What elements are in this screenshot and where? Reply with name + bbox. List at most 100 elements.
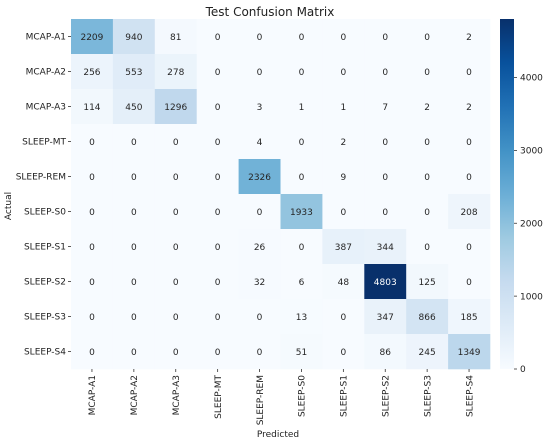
cell-value-label: 48: [338, 278, 350, 288]
heatmap-cell: [322, 334, 365, 370]
cell-value-label: 0: [89, 138, 95, 148]
cell-value-label: 0: [299, 33, 305, 43]
cell-value-label: 1349: [458, 348, 481, 358]
heatmap-cell: [322, 229, 365, 265]
cell-value-label: 185: [460, 313, 477, 323]
heatmap-cell: [406, 54, 449, 90]
cell-value-label: 0: [131, 278, 137, 288]
heatmap-cell: [364, 124, 407, 160]
heatmap-cell: [112, 334, 156, 370]
cell-value-label: 0: [215, 138, 221, 148]
heatmap-cell: [154, 334, 197, 370]
heatmap-cell: [196, 124, 239, 160]
heatmap-cell: [196, 299, 239, 335]
cell-value-label: 387: [335, 243, 352, 253]
cell-value-label: 0: [382, 68, 388, 78]
cell-value-label: 0: [173, 348, 179, 358]
heatmap-cell: [406, 194, 449, 230]
cell-value-label: 0: [340, 348, 346, 358]
cell-value-label: 0: [424, 208, 430, 218]
cell-value-label: 0: [131, 313, 137, 323]
y-tick-label: SLEEP-S2: [24, 278, 66, 288]
heatmap-cell: [406, 124, 449, 160]
x-tick-label: SLEEP-S3: [423, 375, 433, 417]
cell-value-label: 0: [382, 138, 388, 148]
heatmap-cell: [448, 124, 491, 160]
cell-value-label: 4803: [374, 278, 397, 288]
cell-value-label: 0: [215, 348, 221, 358]
heatmap-cell: [154, 19, 197, 55]
cell-value-label: 2326: [248, 173, 271, 183]
y-tick-label: SLEEP-S4: [24, 348, 66, 358]
heatmap-cell: [364, 334, 407, 370]
heatmap-cell: [154, 194, 197, 230]
cell-value-label: 940: [125, 33, 142, 43]
heatmap-cell: [154, 299, 197, 335]
cell-value-label: 0: [424, 68, 430, 78]
heatmap-cell: [322, 159, 365, 195]
heatmap-cell: [364, 264, 407, 300]
heatmap-cell: [322, 194, 365, 230]
x-tick-label: SLEEP-S4: [465, 375, 475, 417]
heatmap-cell: [112, 89, 156, 125]
heatmap-cell: [196, 264, 239, 300]
heatmap-cell: [448, 299, 491, 335]
heatmap-cell: [448, 229, 491, 265]
heatmap-cell: [71, 194, 114, 230]
heatmap-cell: [280, 194, 323, 230]
x-tick-label: MCAP-A1: [88, 375, 98, 415]
cell-value-label: 0: [424, 33, 430, 43]
heatmap-cell: [71, 159, 114, 195]
heatmap-cell: [322, 54, 365, 90]
y-tick-label: MCAP-A1: [26, 33, 66, 43]
y-tick-labels: MCAP-A1 MCAP-A2 MCAP-A3 SLEEP-MT SLEEP-REM SL…: [16, 33, 71, 358]
cell-value-label: 0: [173, 313, 179, 323]
heatmap-cell: [196, 334, 239, 370]
cell-value-label: 13: [296, 313, 307, 323]
cell-value-label: 553: [125, 68, 142, 78]
cell-value-label: 0: [131, 243, 137, 253]
cell-value-label: 114: [83, 103, 100, 113]
x-tick-label: SLEEP-S1: [340, 375, 350, 417]
heatmap-cell: [406, 159, 449, 195]
heatmap-cell: [280, 299, 323, 335]
cell-value-label: 208: [460, 208, 477, 218]
heatmap-cell: [448, 264, 491, 300]
heatmap-cell: [238, 159, 281, 195]
cell-value-label: 6: [299, 278, 305, 288]
cell-value-label: 344: [377, 243, 394, 253]
heatmap-cell: [71, 124, 114, 160]
colorbar: [500, 19, 514, 369]
cell-value-label: 245: [419, 348, 436, 358]
heatmap-cell: [154, 264, 197, 300]
cell-value-label: 2209: [80, 33, 103, 43]
heatmap-cell: [322, 299, 365, 335]
y-tick-label: SLEEP-S3: [24, 313, 66, 323]
y-axis-label: Actual: [4, 192, 14, 220]
heatmap-cell: [238, 334, 281, 370]
cell-value-label: 450: [125, 103, 142, 113]
x-tick-label: MCAP-A3: [172, 375, 182, 415]
colorbar-tick-label: 1000: [520, 292, 543, 302]
heatmap-cell: [280, 54, 323, 90]
cell-value-label: 0: [257, 68, 263, 78]
y-tick-label: SLEEP-S1: [24, 243, 66, 253]
heatmap-cell: [406, 229, 449, 265]
cell-value-label: 86: [380, 348, 392, 358]
heatmap-cell: [406, 89, 449, 125]
cell-value-label: 0: [382, 208, 388, 218]
cell-value-label: 0: [257, 313, 263, 323]
cell-value-label: 81: [170, 33, 181, 43]
heatmap-cell: [448, 194, 491, 230]
cell-value-label: 0: [131, 138, 137, 148]
heatmap-cell: [112, 299, 156, 335]
cell-value-label: 0: [424, 173, 430, 183]
cell-value-label: 0: [299, 243, 305, 253]
cell-value-label: 0: [89, 348, 95, 358]
heatmap-cell: [154, 229, 197, 265]
heatmap-cell: [322, 264, 365, 300]
cell-value-label: 125: [419, 278, 436, 288]
cell-value-label: 0: [382, 173, 388, 183]
cell-value-label: 0: [215, 278, 221, 288]
